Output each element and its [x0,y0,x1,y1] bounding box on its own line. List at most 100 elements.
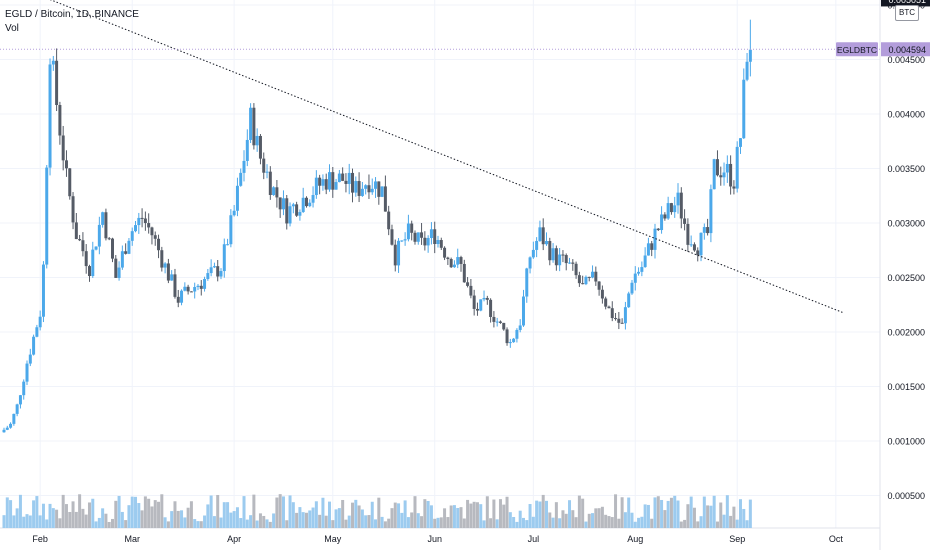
volume-bar [469,503,473,528]
candle-body [38,316,42,328]
volume-bar [140,510,144,528]
y-axis-tick-label: 0.002500 [887,273,925,283]
volume-bar [521,517,525,528]
candle-body [706,227,710,234]
candle-body [673,205,677,213]
volume-bar [627,497,631,528]
candle-body [525,268,529,297]
candle-body [239,172,243,186]
volume-bar [229,512,233,528]
volume-bar [360,509,364,528]
candle-body [328,172,331,190]
volume-bar [232,511,236,528]
last-price-text: 0.004594 [888,45,926,55]
volume-bar [183,517,187,528]
candle-body [344,180,348,184]
candle-body [245,139,249,161]
volume-bar [347,515,351,528]
volume-bar [157,501,161,528]
candle-body [140,217,144,219]
candle-body [512,338,516,343]
candle-body [676,192,680,206]
candle-body [420,232,424,238]
volume-bar [699,516,703,528]
candle-body [364,185,368,189]
volume-bar [55,509,59,528]
volume-bar [397,503,401,528]
volume-bar [623,512,627,528]
volume-bar [607,516,611,528]
volume-bar [571,510,575,528]
volume-bar [508,512,512,528]
candle-body [620,322,624,324]
volume-bar [153,500,157,528]
candle-body [232,210,236,216]
candle-body [357,181,361,196]
candle-body [722,172,726,178]
volume-bar [436,517,440,528]
candle-body [489,299,493,317]
candle-body [196,285,200,288]
symbol-tag [836,42,878,57]
volume-bar [265,519,269,528]
volume-bar [383,521,387,528]
candle-body [337,173,341,183]
candle-body [709,189,713,234]
volume-bar [84,514,88,528]
candle-body [485,297,489,300]
volume-bar [600,506,604,528]
y-axis-tick-label: 0.003500 [887,164,925,174]
y-axis-tick-label: 0.004500 [887,55,925,65]
candle-body [55,60,59,106]
candle-body [551,248,555,261]
candle-body [2,429,6,433]
candle-body [508,342,512,344]
candle-body [528,257,532,269]
candle-body [459,257,463,264]
volume-bar [288,495,292,528]
volume-bar [61,494,65,528]
candle-body [275,187,279,198]
volume-bar [301,512,305,528]
candle-body [25,363,29,382]
volume-bar [41,503,45,528]
candle-body [41,264,45,317]
volume-bar [406,517,410,528]
candle-body [472,295,476,309]
volume-bar [268,521,272,528]
volume-bar [630,512,634,528]
volume-bar [558,518,562,528]
x-axis-tick-label: Mar [124,534,140,544]
volume-bar [492,499,496,528]
candle-body [301,197,305,213]
volume-bar [531,516,535,528]
volume-bar [482,520,486,528]
candle-body [84,251,88,267]
candle-body [558,254,562,266]
candle-body [650,243,654,250]
volume-bar [242,496,246,528]
volume-bar [709,505,713,528]
currency-unit-button[interactable]: BTC [895,5,919,21]
volume-bar [45,519,49,528]
candle-body [594,271,598,282]
candle-body [117,267,121,278]
candle-body [334,182,338,190]
volume-bar [446,517,450,528]
volume-bar [235,507,239,528]
volume-bar [2,515,6,528]
candle-body [725,163,729,173]
volume-bar [729,515,733,528]
volume-bar [163,517,167,528]
candle-body [462,263,466,283]
volume-bar [180,510,184,528]
candle-body [715,159,719,176]
volume-bar [653,497,657,528]
volume-indicator-label[interactable]: Vol [5,23,19,34]
volume-bar [666,500,670,528]
candle-body [71,196,75,223]
volume-bar [410,512,414,528]
candle-body [568,262,572,264]
volume-bar [48,503,52,528]
